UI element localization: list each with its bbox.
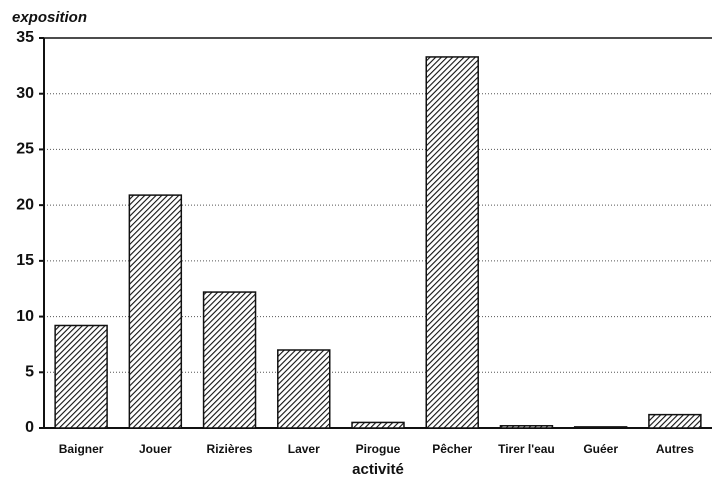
x-tick-label: Laver (288, 442, 320, 456)
y-tick-label: 5 (25, 364, 34, 381)
y-tick-label: 0 (25, 419, 34, 436)
x-tick-label: Guéer (583, 442, 618, 456)
bar (54, 324, 108, 429)
bar (499, 425, 554, 429)
x-tick-label: Pirogue (356, 442, 401, 456)
x-tick-label: Autres (656, 442, 694, 456)
x-tick-label: Rizières (207, 442, 253, 456)
y-tick-label: 35 (16, 29, 34, 46)
y-tick-label: 30 (16, 85, 34, 102)
bar (573, 426, 628, 429)
bar (128, 194, 183, 429)
y-axis-label: exposition (12, 9, 87, 26)
bar (277, 349, 331, 429)
x-tick-label: Jouer (139, 442, 172, 456)
x-tick-label: Baigner (59, 442, 104, 456)
x-axis-label: activité (352, 461, 404, 478)
bar (425, 56, 479, 429)
bar (648, 413, 702, 429)
y-tick-label: 25 (16, 141, 34, 158)
y-tick-label: 15 (16, 252, 34, 269)
y-tick-label: 10 (16, 308, 34, 325)
y-tick-label: 20 (16, 196, 34, 213)
bar (351, 421, 405, 429)
bar (202, 291, 257, 429)
x-tick-label: Pêcher (432, 442, 472, 456)
x-tick-label: Tirer l'eau (498, 442, 555, 456)
